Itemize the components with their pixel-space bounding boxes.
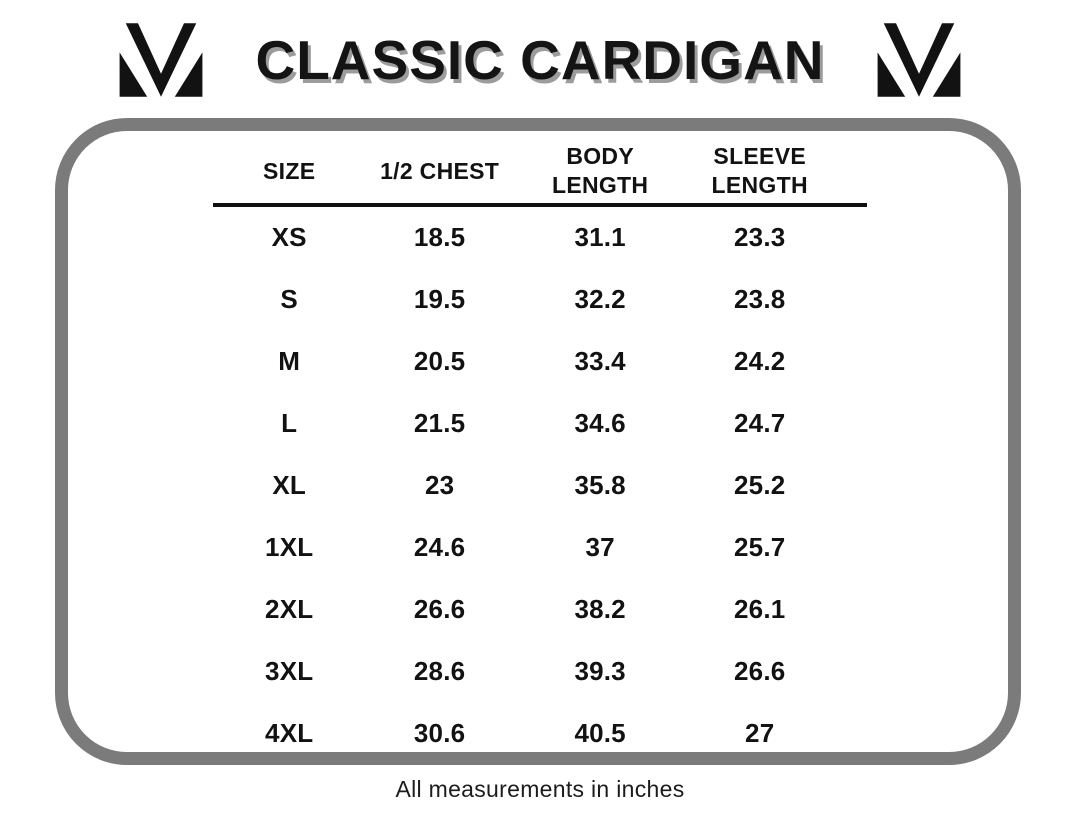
size-label: M (278, 346, 301, 377)
table-row: 1XL 24.6 37 25.7 (213, 517, 867, 579)
table-header-row: SIZE 1/2 CHEST BODY LENGTH SLEEVE LENGTH (213, 142, 867, 207)
size-label: 3XL (265, 656, 314, 687)
sleeve-length: 23.3 (734, 222, 786, 253)
body-length: 32.2 (574, 284, 626, 315)
size-label: 4XL (265, 718, 314, 749)
size-table: SIZE 1/2 CHEST BODY LENGTH SLEEVE LENGTH… (213, 142, 867, 765)
body-length: 38.2 (574, 594, 626, 625)
body-length: 33.4 (574, 346, 626, 377)
body-length: 34.6 (574, 408, 626, 439)
half-chest: 18.5 (413, 222, 466, 253)
m-monogram-icon (873, 20, 965, 100)
size-label: XS (271, 222, 307, 253)
sleeve-length: 26.6 (734, 656, 786, 687)
size-label: L (281, 408, 298, 439)
size-label: 1XL (265, 532, 314, 563)
table-row: L 21.5 34.6 24.7 (213, 393, 867, 455)
half-chest: 28.6 (413, 656, 466, 687)
half-chest: 21.5 (413, 408, 466, 439)
sleeve-length: 25.2 (734, 470, 786, 501)
table-row: M 20.5 33.4 24.2 (213, 331, 867, 393)
measurement-note: All measurements in inches (395, 776, 685, 802)
m-monogram-icon (115, 20, 207, 100)
half-chest: 26.6 (413, 594, 466, 625)
table-row: 2XL 26.6 38.2 26.1 (213, 579, 867, 641)
table-row: 4XL 30.6 40.5 27 (213, 703, 867, 765)
size-label: S (280, 284, 298, 315)
body-length: 31.1 (574, 222, 626, 253)
table-row: XS 18.5 31.1 23.3 (213, 207, 867, 269)
sleeve-length: 27 (745, 718, 775, 749)
page-title: CLASSIC CARDIGAN (255, 29, 825, 91)
size-label: 2XL (265, 594, 314, 625)
body-length: 39.3 (574, 656, 626, 687)
body-length: 37 (585, 532, 615, 563)
half-chest: 19.5 (413, 284, 466, 315)
half-chest: 24.6 (413, 532, 466, 563)
column-header-size: SIZE (263, 157, 316, 184)
column-header-sleeve-length: SLEEVE LENGTH (711, 143, 808, 199)
sleeve-length: 25.7 (734, 532, 786, 563)
column-header-half-chest: 1/2 CHEST (380, 157, 500, 184)
sleeve-length: 24.2 (734, 346, 786, 377)
size-chart-frame (55, 118, 1021, 765)
body-length: 35.8 (574, 470, 626, 501)
size-label: XL (272, 470, 306, 501)
half-chest: 20.5 (413, 346, 466, 377)
sleeve-length: 26.1 (734, 594, 786, 625)
sleeve-length: 24.7 (734, 408, 786, 439)
header: CLASSIC CARDIGAN (0, 12, 1080, 108)
half-chest: 23 (424, 470, 455, 501)
half-chest: 30.6 (413, 718, 466, 749)
body-length: 40.5 (574, 718, 626, 749)
table-row: S 19.5 32.2 23.8 (213, 269, 867, 331)
column-header-body-length: BODY LENGTH (551, 143, 649, 199)
sleeve-length: 23.8 (734, 284, 786, 315)
table-row: XL 23 35.8 25.2 (213, 455, 867, 517)
table-row: 3XL 28.6 39.3 26.6 (213, 641, 867, 703)
